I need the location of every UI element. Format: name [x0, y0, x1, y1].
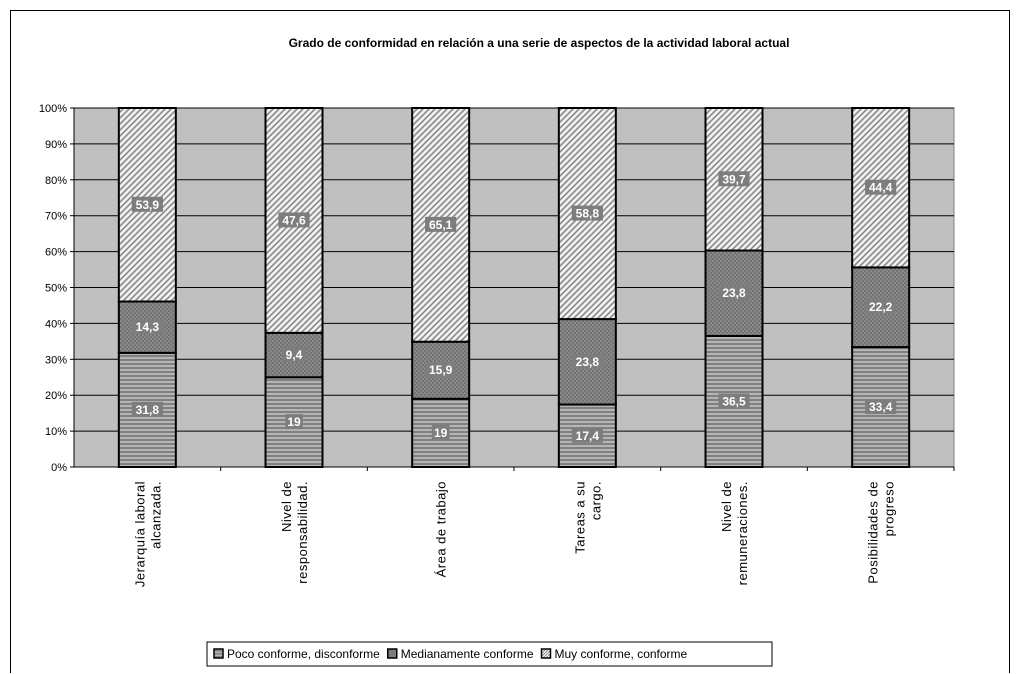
y-tick-label: 20%	[45, 390, 67, 402]
y-tick-label: 50%	[45, 283, 67, 295]
data-label: 9,4	[286, 348, 303, 362]
data-label: 58,8	[576, 207, 600, 221]
bar-stack: 19 9,4 47,6	[264, 107, 324, 468]
stacked-bar-chart: Grado de conformidad en relación a una s…	[39, 36, 955, 667]
data-label: 65,1	[429, 218, 453, 232]
bar-segment	[264, 331, 324, 379]
data-label-bg	[571, 427, 603, 443]
data-label: 53,9	[136, 198, 160, 212]
data-label: 22,2	[869, 300, 893, 314]
data-label-bg	[571, 205, 603, 221]
data-label: 23,8	[576, 355, 600, 369]
x-category-label: Posibilidades de	[866, 481, 881, 584]
chart-title: Grado de conformidad en relación a una s…	[289, 36, 790, 50]
bar-segment	[704, 107, 764, 252]
gridlines	[74, 107, 954, 432]
x-category-label: Tareas a su	[572, 481, 587, 554]
x-category-label: cargo.	[588, 481, 603, 520]
y-tick-label: 100%	[39, 103, 67, 115]
legend-swatch	[213, 648, 224, 659]
data-label-bg	[285, 414, 303, 430]
bars: 31,8 14,3 53,9 19 9,4 47,6 19 15,9 65,1 17,4 23,8 5…	[117, 107, 911, 469]
x-axis: Jerarquía laboral alcanzada. Nivel de respo…	[74, 466, 955, 587]
data-label-bg	[425, 216, 457, 232]
data-label: 39,7	[722, 172, 746, 186]
data-label-bg	[718, 285, 750, 301]
y-tick-label: 10%	[45, 426, 67, 438]
data-label: 17,4	[576, 429, 600, 443]
data-label-bg	[278, 212, 310, 228]
y-tick-label: 90%	[45, 139, 67, 151]
data-label-bg	[131, 401, 163, 417]
x-category-label: remuneraciones.	[735, 481, 750, 585]
data-label: 47,6	[282, 213, 306, 227]
legend-box	[206, 641, 773, 667]
data-label: 36,5	[722, 394, 746, 408]
y-tick-label: 70%	[45, 211, 67, 223]
bar-stack: 31,8 14,3 53,9	[117, 107, 177, 469]
legend-label: Muy conforme, conforme	[555, 647, 688, 661]
data-label-bg	[425, 362, 457, 378]
data-label: 19	[287, 415, 301, 429]
x-category-label: responsabilidad.	[295, 481, 310, 584]
x-category-label: Nivel de	[719, 481, 734, 532]
y-tick-label: 80%	[45, 175, 67, 187]
data-label-bg	[865, 179, 897, 195]
bar-stack: 19 15,9 65,1	[411, 107, 471, 469]
y-tick-label: 30%	[45, 354, 67, 366]
bar-stack: 33,4 22,2 44,4	[851, 107, 911, 468]
y-tick-label: 60%	[45, 247, 67, 259]
x-category-label: Nivel de	[279, 481, 294, 532]
y-tick-label: 40%	[45, 318, 67, 330]
bar-stack: 36,5 23,8 39,7	[704, 107, 764, 468]
y-axis: 0% 10% 20% 30% 40% 50% 60% 70% 80% 90% 100%	[39, 103, 75, 474]
data-label: 23,8	[722, 286, 746, 300]
y-tick-label: 0%	[51, 462, 67, 474]
data-label: 44,4	[869, 181, 893, 195]
chart-frame: Grado de conformidad en relación a una s…	[10, 10, 1010, 673]
data-label-bg	[718, 171, 750, 187]
data-label: 19	[434, 426, 448, 440]
legend-label: Poco conforme, disconforme	[227, 647, 380, 661]
data-label-bg	[281, 347, 307, 363]
legend-label: Medianamente conforme	[401, 647, 534, 661]
x-category-label: Jerarquía laboral	[132, 481, 147, 587]
legend-swatch	[540, 648, 552, 659]
x-category-label: Área de trabajo	[434, 481, 449, 577]
data-label-bg	[865, 299, 897, 315]
data-label: 33,4	[869, 400, 893, 414]
data-label: 15,9	[429, 363, 453, 377]
data-label-bg	[431, 424, 450, 440]
bar-stack: 17,4 23,8 58,8	[557, 107, 617, 468]
x-category-label: progreso	[882, 481, 897, 536]
data-label-bg	[718, 393, 750, 409]
data-label-bg	[131, 196, 163, 212]
data-label-bg	[571, 353, 603, 369]
data-label: 31,8	[136, 403, 160, 417]
data-label-bg	[865, 399, 897, 415]
legend: Poco conforme, disconforme Medianamente c…	[206, 641, 773, 667]
x-category-label: alcanzada.	[148, 481, 163, 549]
legend-swatch	[387, 648, 398, 659]
data-label-bg	[131, 319, 163, 335]
data-label: 14,3	[136, 320, 160, 334]
